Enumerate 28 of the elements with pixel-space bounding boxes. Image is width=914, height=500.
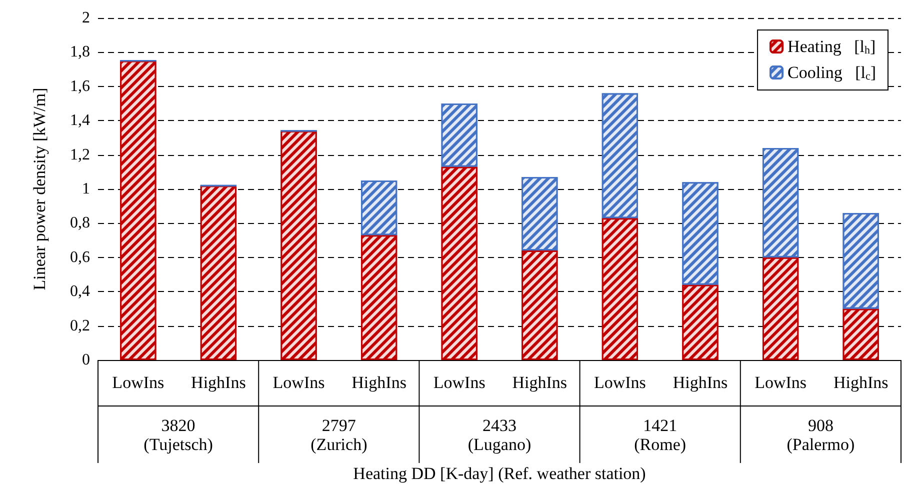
- y-tick-label: 0,8: [70, 214, 90, 232]
- x-tick-label: LowIns: [112, 373, 164, 392]
- text: 1421 (Rome): [634, 416, 686, 454]
- x-tick-label: HighIns: [672, 373, 728, 392]
- x-tick-label: HighIns: [352, 373, 406, 392]
- text: 908 (Palermo): [786, 416, 855, 454]
- y-tick-label: 1,4: [70, 112, 90, 130]
- text: 3820 (Tujetsch): [144, 416, 213, 454]
- y-tick-label: 1,8: [70, 44, 90, 61]
- x-tick-label: LowIns: [754, 373, 807, 392]
- x-axis-title: Heating DD [K-day] (Ref. weather station): [353, 464, 646, 483]
- y-tick-label: 2: [82, 10, 90, 26]
- x-tick-label: LowIns: [272, 373, 325, 392]
- y-tick-label: 0,4: [70, 283, 90, 300]
- x-tick-label: LowIns: [594, 373, 646, 392]
- x-tick-label: HighIns: [512, 373, 568, 392]
- x-tick-label: HighIns: [833, 373, 888, 392]
- y-tick-label: 0,6: [70, 248, 90, 266]
- y-tick-label: 0,2: [70, 317, 90, 334]
- y-tick-label: 1: [82, 180, 90, 198]
- x-tick-label: HighIns: [191, 373, 246, 392]
- x-tick-label: LowIns: [433, 373, 486, 392]
- y-tick-label: 1,6: [70, 78, 90, 95]
- y-axis-title: Linear power density [kW/m]: [30, 88, 49, 290]
- y-tick-label: 0: [82, 352, 90, 368]
- text: 2797 (Zurich): [310, 416, 368, 454]
- text: 2433 (Lugano): [468, 416, 532, 454]
- y-tick-label: 1,2: [70, 146, 90, 164]
